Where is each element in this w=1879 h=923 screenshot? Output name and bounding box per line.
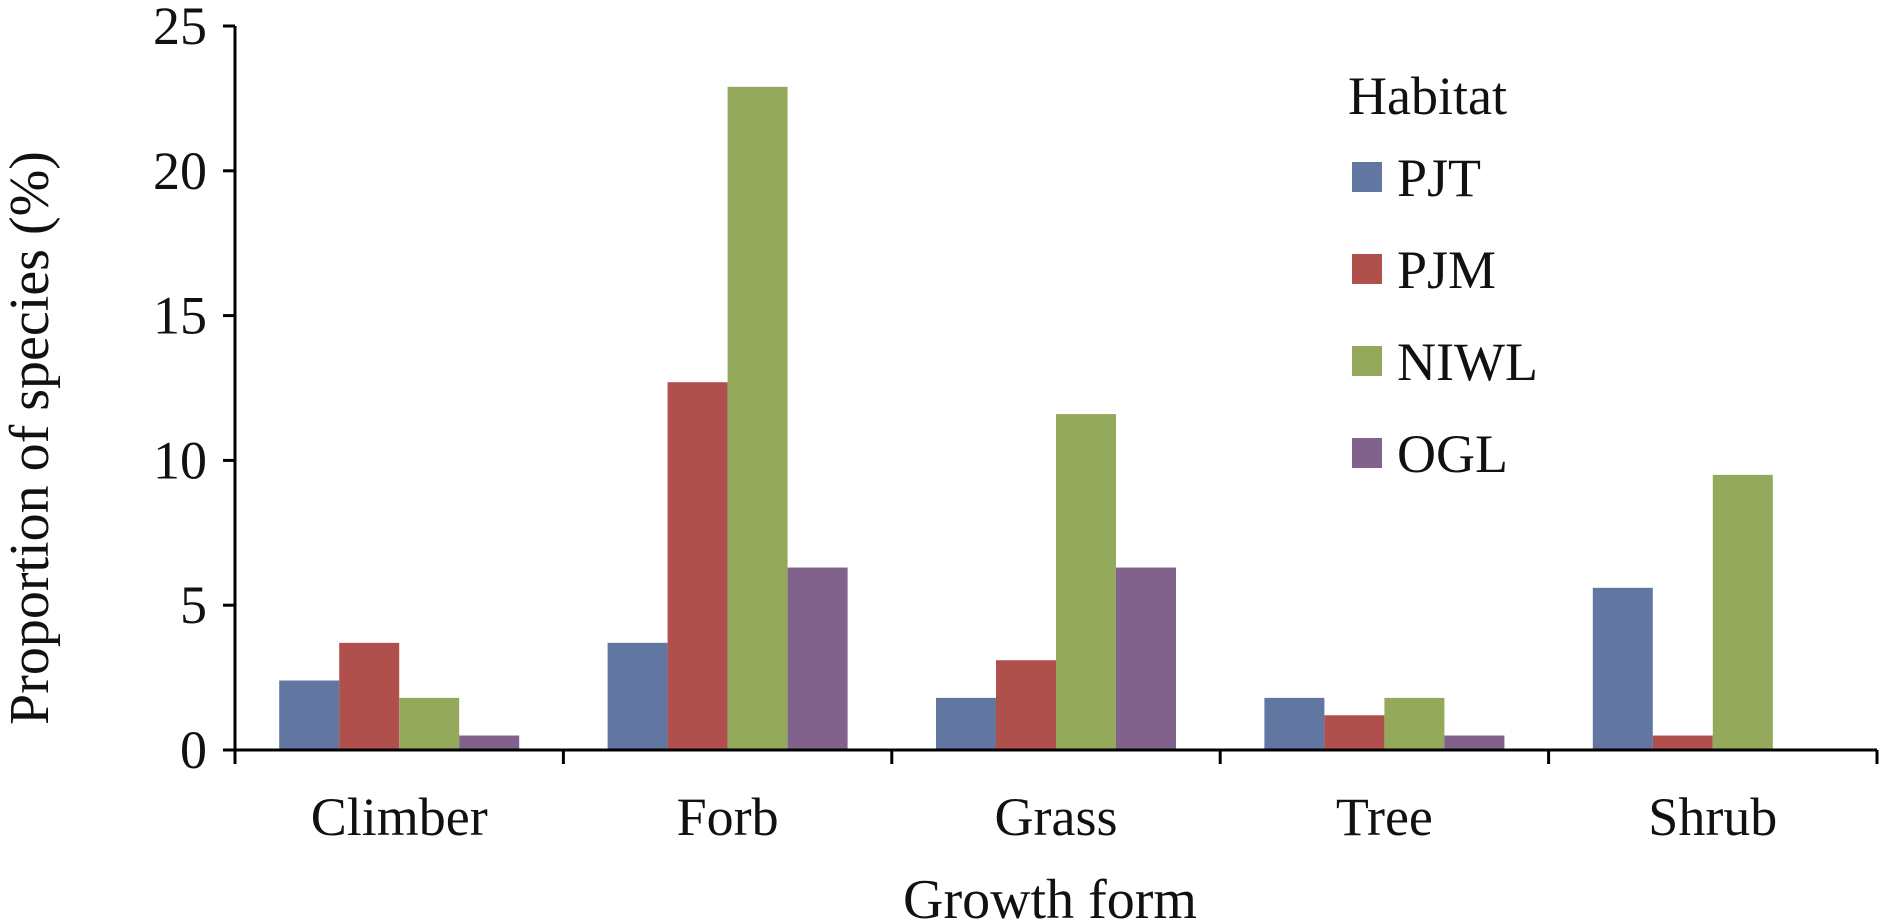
bar-climber-pjt	[279, 680, 340, 750]
bar-grass-niwl	[1056, 414, 1116, 750]
bar-grass-ogl	[1116, 567, 1176, 750]
bar-forb-pjm	[667, 382, 728, 750]
y-tick-label-20: 20	[153, 141, 207, 201]
bar-forb-pjt	[607, 642, 668, 750]
x-axis-ticks: Climber Forb Grass Tree Shrub	[233, 750, 1879, 847]
x-tick-label-climber: Climber	[311, 787, 488, 847]
bar-tree-niwl	[1384, 697, 1445, 750]
legend-label-pjt: PJT	[1397, 148, 1481, 208]
y-tick-label-5: 5	[180, 575, 207, 635]
x-tick-label-grass: Grass	[995, 787, 1118, 847]
x-tick-label-forb: Forb	[677, 787, 779, 847]
bar-climber-pjm	[339, 642, 400, 750]
y-tick-label-10: 10	[153, 430, 207, 490]
bar-shrub-pjt	[1592, 587, 1653, 750]
bar-tree-pjt	[1264, 697, 1325, 750]
legend-swatch-niwl	[1352, 346, 1382, 376]
bar-grass-pjm	[996, 660, 1056, 750]
bar-forb-niwl	[727, 86, 788, 751]
bar-climber-niwl	[399, 697, 460, 750]
bar-tree-ogl	[1444, 735, 1505, 750]
bar-tree-pjm	[1324, 715, 1385, 750]
y-axis-ticks: 0 5 10 15 20 25	[153, 0, 235, 780]
y-axis-title: Proportion of species (%)	[0, 151, 61, 725]
legend-swatch-pjt	[1352, 162, 1382, 192]
bars-layer	[279, 86, 1773, 751]
x-tick-label-shrub: Shrub	[1648, 787, 1777, 847]
bar-shrub-niwl	[1712, 474, 1773, 750]
x-axis-title: Growth form	[903, 869, 1197, 923]
legend-swatch-ogl	[1352, 438, 1382, 468]
bar-grass-pjt	[936, 697, 996, 750]
x-tick-label-tree: Tree	[1336, 787, 1433, 847]
legend-swatch-pjm	[1352, 254, 1382, 284]
y-tick-label-25: 25	[153, 0, 207, 56]
legend-label-niwl: NIWL	[1397, 332, 1538, 392]
legend-label-ogl: OGL	[1397, 424, 1508, 484]
y-tick-label-0: 0	[180, 720, 207, 780]
y-tick-label-15: 15	[153, 286, 207, 346]
legend-label-pjm: PJM	[1397, 240, 1496, 300]
bar-forb-ogl	[787, 567, 848, 750]
bar-climber-ogl	[459, 735, 520, 750]
bar-shrub-pjm	[1652, 735, 1713, 750]
legend: Habitat PJT PJM NIWL OGL	[1348, 66, 1538, 484]
legend-title: Habitat	[1348, 66, 1507, 126]
